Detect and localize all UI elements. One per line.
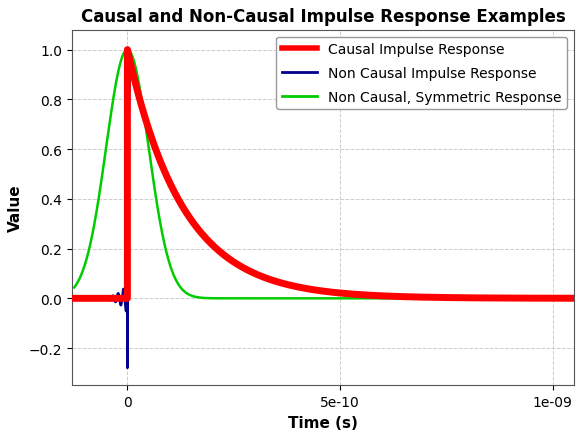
Non Causal Impulse Response [128, 68, 135, 73]
Line: Non Causal, Symmetric Response: Non Causal, Symmetric Response [74, 50, 574, 299]
Causal Impulse Response [449, 295, 456, 300]
Non Causal Impulse Response [82, 296, 89, 301]
Non Causal, Symmetric Response [426, 296, 433, 301]
Non Causal, Symmetric Response [455, 296, 462, 301]
Causal Impulse Response [82, 296, 89, 301]
Non Causal, Symmetric Response [310, 296, 317, 301]
Non Causal, Symmetric Response [124, 48, 131, 53]
Causal Impulse Response [455, 295, 462, 300]
Non Causal Impulse Response [310, 287, 317, 293]
Title: Causal and Non-Causal Impulse Response Examples: Causal and Non-Causal Impulse Response E… [80, 8, 566, 26]
Causal Impulse Response [71, 296, 78, 301]
Line: Causal Impulse Response: Causal Impulse Response [74, 50, 574, 299]
Legend: Causal Impulse Response, Non Causal Impulse Response, Non Causal, Symmetric Resp: Causal Impulse Response, Non Causal Impu… [276, 38, 567, 110]
Non Causal Impulse Response [124, 365, 131, 371]
X-axis label: Time (s): Time (s) [288, 415, 358, 430]
Non Causal Impulse Response [455, 295, 462, 300]
Causal Impulse Response [124, 48, 131, 53]
Non Causal, Symmetric Response [227, 296, 234, 301]
Non Causal Impulse Response [71, 296, 78, 301]
Non Causal Impulse Response [227, 258, 234, 263]
Non Causal, Symmetric Response [449, 296, 456, 301]
Y-axis label: Value: Value [8, 184, 23, 232]
Causal Impulse Response [227, 258, 234, 263]
Non Causal Impulse Response [426, 295, 433, 300]
Causal Impulse Response [426, 295, 433, 300]
Non Causal, Symmetric Response [570, 296, 577, 301]
Line: Non Causal Impulse Response: Non Causal Impulse Response [74, 71, 574, 368]
Non Causal Impulse Response [449, 295, 456, 300]
Non Causal, Symmetric Response [71, 285, 78, 290]
Non Causal, Symmetric Response [82, 261, 89, 267]
Non Causal Impulse Response [570, 296, 577, 301]
Causal Impulse Response [570, 296, 577, 301]
Causal Impulse Response [310, 287, 317, 293]
